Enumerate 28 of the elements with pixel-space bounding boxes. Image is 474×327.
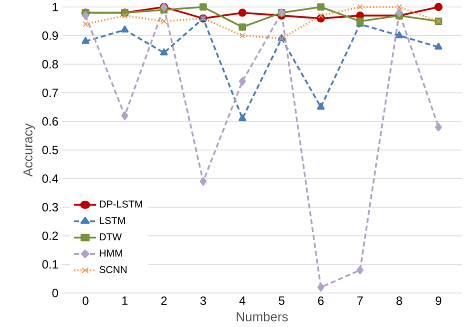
x-tick-label: 0: [82, 296, 88, 305]
x-tick-label: 5: [278, 296, 284, 305]
x-tick-label: 9: [436, 296, 442, 305]
legend-label: DTW: [100, 233, 122, 240]
y-tick-label: 1: [52, 2, 58, 12]
y-tick-label: 0.7: [42, 88, 58, 98]
x-tick-label: 1: [122, 296, 128, 305]
x-tick-label: 3: [200, 296, 206, 305]
y-axis-title: Accuracy: [23, 123, 36, 177]
x-tick-label: 8: [396, 296, 402, 305]
y-tick-label: 0.9: [42, 31, 58, 40]
y-tick-label: 0.2: [42, 232, 58, 240]
y-tick-label: 0.3: [42, 202, 58, 212]
x-tick-label: 6: [318, 296, 324, 305]
legend-label: DP-LSTM: [100, 200, 142, 208]
legend-label: SCNN: [100, 266, 127, 274]
x-tick-label: 7: [357, 296, 363, 305]
x-tick-label: 4: [239, 296, 246, 305]
legend-label: HMM: [100, 250, 122, 257]
y-tick-label: 0.6: [42, 117, 58, 126]
legend-label: LSTM: [100, 217, 125, 224]
y-tick-label: 0.1: [42, 260, 58, 269]
y-tick-label: 0.8: [42, 60, 58, 68]
y-tick-label: 0: [52, 288, 58, 298]
y-tick-label: 0.4: [42, 174, 58, 183]
x-tick-label: 2: [161, 296, 167, 305]
x-axis-title: Numbers: [236, 312, 288, 322]
y-tick-label: 0.5: [42, 146, 58, 154]
